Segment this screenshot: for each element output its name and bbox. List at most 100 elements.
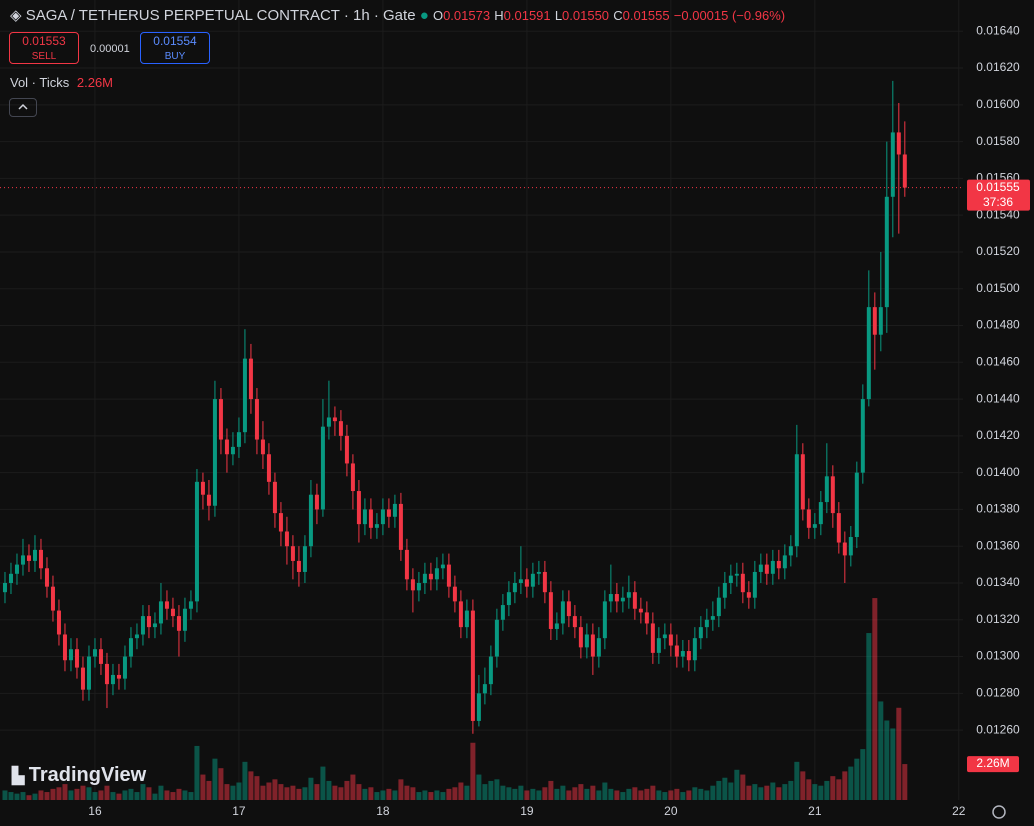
candle-body bbox=[2, 582, 7, 593]
volume-bar bbox=[260, 785, 266, 800]
volume-label: 2.26M bbox=[976, 756, 1009, 770]
candle-body bbox=[62, 634, 67, 661]
volume-bar bbox=[386, 788, 392, 800]
collapse-button[interactable] bbox=[9, 98, 37, 117]
volume-bar bbox=[560, 785, 566, 800]
candle-body bbox=[842, 542, 847, 556]
candle-body bbox=[332, 417, 337, 422]
candle-body bbox=[356, 491, 361, 525]
candle-body bbox=[824, 476, 829, 503]
volume-bar bbox=[290, 785, 296, 800]
volume-bar bbox=[374, 792, 380, 800]
branding-text: TradingView bbox=[28, 764, 147, 786]
volume-bar bbox=[44, 792, 50, 800]
y-tick-label: 0.01380 bbox=[976, 502, 1020, 516]
candle-body bbox=[848, 537, 853, 556]
volume-bar bbox=[686, 790, 692, 800]
volume-bar bbox=[230, 785, 236, 800]
y-tick-label: 0.01540 bbox=[976, 207, 1020, 221]
candle-body bbox=[668, 634, 673, 646]
last-price-box bbox=[967, 179, 1030, 211]
candle-body bbox=[878, 307, 883, 335]
candle-body bbox=[656, 638, 661, 653]
volume-bar bbox=[344, 780, 350, 800]
candle-body bbox=[512, 582, 517, 593]
volume-bar bbox=[704, 790, 710, 800]
candle-body bbox=[764, 564, 769, 574]
volume-bar bbox=[332, 785, 338, 800]
volume-bar bbox=[806, 779, 812, 800]
candle-body bbox=[446, 564, 451, 587]
sell-button[interactable]: 0.01553 SELL bbox=[9, 32, 79, 64]
settings-icon[interactable] bbox=[992, 805, 1006, 819]
candle-body bbox=[158, 601, 163, 624]
volume-bar bbox=[620, 792, 626, 800]
volume-bar bbox=[716, 780, 722, 800]
volume-bar bbox=[752, 784, 758, 800]
x-tick-label: 18 bbox=[376, 804, 390, 818]
sell-label: SELL bbox=[31, 51, 57, 62]
candle-body bbox=[20, 555, 25, 565]
volume-bar bbox=[350, 774, 356, 800]
candle-body bbox=[854, 472, 859, 538]
volume-legend-value: 2.26M bbox=[76, 75, 114, 90]
volume-bar bbox=[602, 782, 608, 800]
candle-body bbox=[578, 627, 583, 648]
candle-body bbox=[152, 623, 157, 628]
candle-body bbox=[722, 582, 727, 598]
candle-body bbox=[230, 446, 235, 455]
candle-body bbox=[188, 601, 193, 609]
volume-bar bbox=[14, 793, 20, 800]
candle-body bbox=[326, 417, 331, 427]
candle-body bbox=[50, 586, 55, 611]
candle-body bbox=[872, 307, 877, 335]
volume-bar bbox=[212, 758, 218, 800]
candle-body bbox=[374, 524, 379, 528]
volume-bar bbox=[740, 774, 746, 800]
volume-bar bbox=[368, 787, 374, 800]
candle-body bbox=[728, 575, 733, 583]
volume-bar bbox=[278, 784, 284, 800]
y-tick-label: 0.01300 bbox=[976, 649, 1020, 663]
y-tick-label: 0.01580 bbox=[976, 134, 1020, 148]
volume-bar bbox=[698, 788, 704, 800]
buy-button[interactable]: 0.01554 BUY bbox=[140, 32, 210, 64]
candle-body bbox=[68, 649, 73, 661]
volume-bar bbox=[38, 790, 44, 800]
volume-bar bbox=[158, 785, 164, 800]
l-label: L bbox=[554, 8, 563, 23]
volume-bar bbox=[170, 792, 176, 800]
volume-bar bbox=[404, 785, 410, 800]
volume-bar bbox=[554, 788, 560, 800]
candle-body bbox=[800, 454, 805, 510]
candle-body bbox=[560, 601, 565, 624]
candle-body bbox=[572, 616, 577, 628]
candle-body bbox=[410, 579, 415, 591]
candle-body bbox=[530, 573, 535, 587]
volume-bar bbox=[434, 790, 440, 800]
candle-body bbox=[206, 494, 211, 506]
candle-body bbox=[296, 560, 301, 572]
candle-body bbox=[680, 651, 685, 657]
buy-label: BUY bbox=[164, 51, 186, 62]
y-tick-label: 0.01480 bbox=[976, 318, 1020, 332]
volume-bar bbox=[482, 784, 488, 800]
candle-body bbox=[818, 502, 823, 525]
volume-bar bbox=[500, 785, 506, 800]
candle-body bbox=[170, 608, 175, 617]
volume-bar bbox=[770, 782, 776, 800]
volume-bar bbox=[584, 788, 590, 800]
y-tick-label: 0.01400 bbox=[976, 465, 1020, 479]
volume-bar bbox=[812, 784, 818, 800]
candle-body bbox=[704, 619, 709, 628]
candle-body bbox=[140, 616, 145, 635]
volume-bar bbox=[572, 787, 578, 800]
candle-body bbox=[32, 549, 37, 561]
candle-body bbox=[14, 564, 19, 574]
candle-body bbox=[320, 426, 325, 510]
volume-bar bbox=[734, 769, 740, 800]
volume-bar bbox=[302, 787, 308, 800]
volume-bar bbox=[92, 792, 98, 800]
volume-bar bbox=[638, 790, 644, 800]
candle-body bbox=[770, 560, 775, 574]
